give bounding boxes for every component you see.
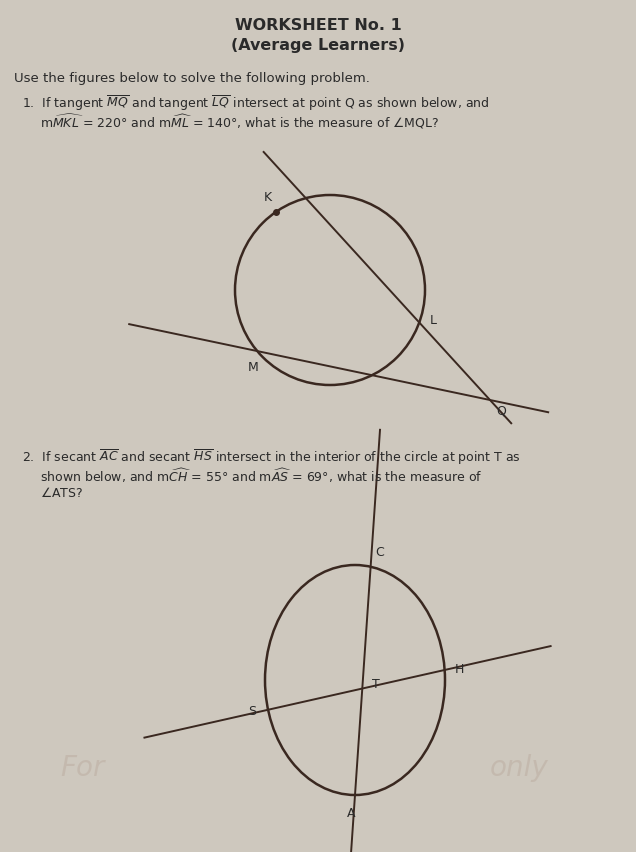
- Text: T: T: [372, 678, 380, 691]
- Text: WORKSHEET No. 1: WORKSHEET No. 1: [235, 18, 401, 33]
- Text: Use the figures below to solve the following problem.: Use the figures below to solve the follo…: [14, 72, 370, 85]
- Text: (Average Learners): (Average Learners): [231, 38, 405, 53]
- Text: only: only: [490, 754, 549, 782]
- Text: C: C: [376, 546, 384, 559]
- Text: 2.  If secant $\overline{AC}$ and secant $\overline{HS}$ intersect in the interi: 2. If secant $\overline{AC}$ and secant …: [22, 448, 521, 467]
- Text: K: K: [263, 191, 272, 204]
- Text: Q: Q: [496, 404, 506, 417]
- Text: $\angle$ATS?: $\angle$ATS?: [40, 486, 83, 500]
- Text: For: For: [60, 754, 104, 782]
- Text: m$\widehat{MKL}$ = 220° and m$\widehat{ML}$ = 140°, what is the measure of $\ang: m$\widehat{MKL}$ = 220° and m$\widehat{M…: [40, 113, 439, 131]
- Text: H: H: [455, 664, 464, 676]
- Text: A: A: [347, 807, 356, 820]
- Text: S: S: [248, 705, 256, 718]
- Text: L: L: [429, 314, 436, 327]
- Text: 1.  If tangent $\overline{MQ}$ and tangent $\overline{LQ}$ intersect at point Q : 1. If tangent $\overline{MQ}$ and tangen…: [22, 94, 490, 113]
- Text: shown below, and m$\widehat{CH}$ = 55° and m$\widehat{AS}$ = 69°, what is the me: shown below, and m$\widehat{CH}$ = 55° a…: [40, 467, 482, 485]
- Text: M: M: [248, 361, 259, 374]
